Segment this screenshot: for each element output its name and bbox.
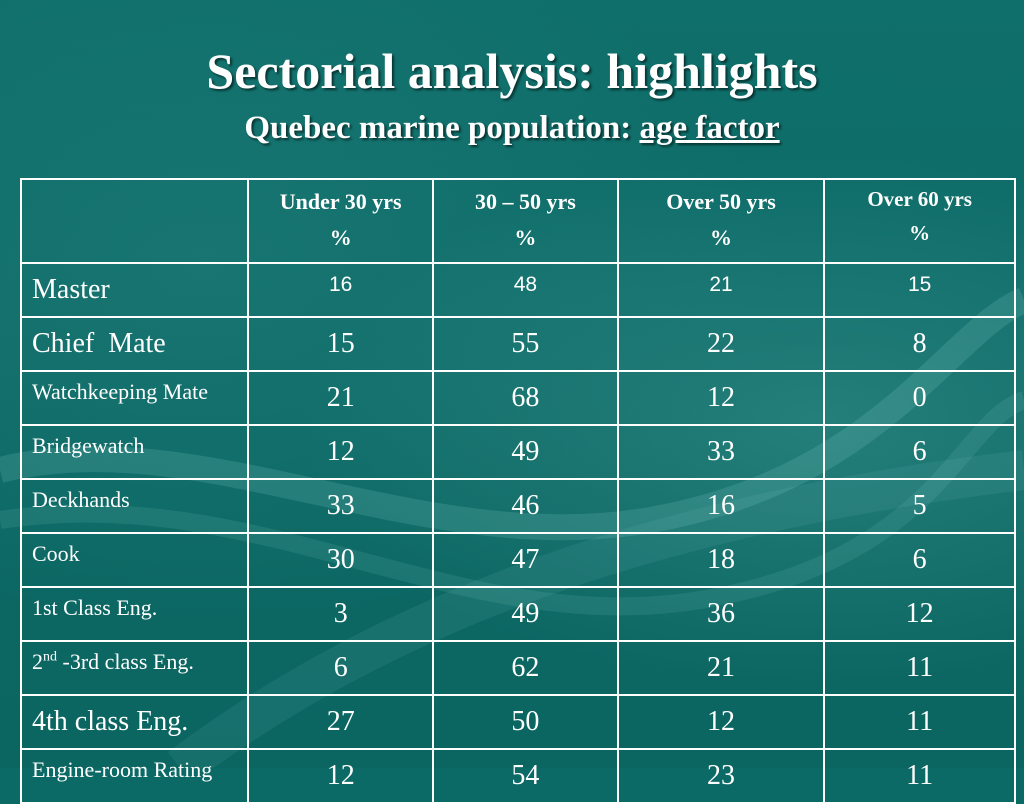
table-cell: 30 [247, 532, 435, 588]
header-30-50: 30 – 50 yrs% [432, 178, 619, 264]
row-label: Bridgewatch [19, 424, 250, 480]
table-cell: 6 [823, 532, 1016, 588]
table-cell: 55 [432, 316, 619, 372]
table-cell: 6 [823, 424, 1016, 480]
header-over-50: Over 50 yrs% [616, 178, 826, 264]
row-label: Engine-room Rating [19, 748, 250, 804]
table-cell: 36 [616, 586, 826, 642]
table-cell: 47 [432, 532, 619, 588]
table-cell: 33 [247, 478, 435, 534]
table-cell: 46 [432, 478, 619, 534]
table-cell: 12 [616, 694, 826, 750]
table-row: 1st Class Eng. 3 49 36 12 [19, 586, 1016, 642]
table-row: Master 16 48 21 15 [19, 262, 1016, 318]
table-cell: 12 [247, 748, 435, 804]
subtitle-prefix: Quebec marine population: [244, 110, 640, 146]
header-row: Under 30 yrs% 30 – 50 yrs% Over 50 yrs% … [19, 178, 1016, 264]
table-cell: 27 [247, 694, 435, 750]
table-cell: 5 [823, 478, 1016, 534]
table-cell: 68 [432, 370, 619, 426]
row-label: Master [19, 262, 250, 318]
table-cell: 49 [432, 424, 619, 480]
row-label: 2nd -3rd class Eng. [19, 640, 250, 696]
slide-title: Sectorial analysis: highlights [206, 43, 818, 99]
table-row: Cook 30 47 18 6 [19, 532, 1016, 588]
table-row: Engine-room Rating 12 54 23 11 [19, 748, 1016, 804]
row-label: 1st Class Eng. [19, 586, 250, 642]
table-cell: 11 [823, 748, 1016, 804]
table-row: Deckhands 33 46 16 5 [19, 478, 1016, 534]
table-cell: 33 [616, 424, 826, 480]
table-cell: 0 [823, 370, 1016, 426]
table-cell: 49 [432, 586, 619, 642]
table-cell: 48 [432, 262, 619, 318]
table-row: 4th class Eng. 27 50 12 11 [19, 694, 1016, 750]
table-row: Chief Mate 15 55 22 8 [19, 316, 1016, 372]
table-cell: 12 [823, 586, 1016, 642]
header-corner [19, 178, 250, 264]
table-cell: 16 [247, 262, 435, 318]
row-label: Watchkeeping Mate [19, 370, 250, 426]
table-cell: 6 [247, 640, 435, 696]
table-cell: 12 [616, 370, 826, 426]
table-cell: 54 [432, 748, 619, 804]
table-cell: 15 [247, 316, 435, 372]
row-label: Cook [19, 532, 250, 588]
table-cell: 50 [432, 694, 619, 750]
table-cell: 8 [823, 316, 1016, 372]
table-cell: 62 [432, 640, 619, 696]
row-label: Chief Mate [19, 316, 250, 372]
table-row: 2nd -3rd class Eng. 6 62 21 11 [19, 640, 1016, 696]
age-table: Under 30 yrs% 30 – 50 yrs% Over 50 yrs% … [19, 178, 1016, 804]
table-cell: 18 [616, 532, 826, 588]
header-under-30: Under 30 yrs% [247, 178, 435, 264]
header-over-60: Over 60 yrs% [823, 178, 1016, 264]
row-label: 4th class Eng. [19, 694, 250, 750]
table-cell: 11 [823, 694, 1016, 750]
table-cell: 22 [616, 316, 826, 372]
table-row: Watchkeeping Mate 21 68 12 0 [19, 370, 1016, 426]
row-label: Deckhands [19, 478, 250, 534]
table-cell: 16 [616, 478, 826, 534]
table-cell: 15 [823, 262, 1016, 318]
table-cell: 12 [247, 424, 435, 480]
table-cell: 21 [247, 370, 435, 426]
slide-subtitle: Quebec marine population: age factor [0, 110, 1024, 147]
subtitle-emphasis: age factor [639, 110, 780, 146]
table-row: Bridgewatch 12 49 33 6 [19, 424, 1016, 480]
table-cell: 3 [247, 586, 435, 642]
table-cell: 11 [823, 640, 1016, 696]
table-cell: 21 [616, 262, 826, 318]
table-cell: 23 [616, 748, 826, 804]
table-cell: 21 [616, 640, 826, 696]
